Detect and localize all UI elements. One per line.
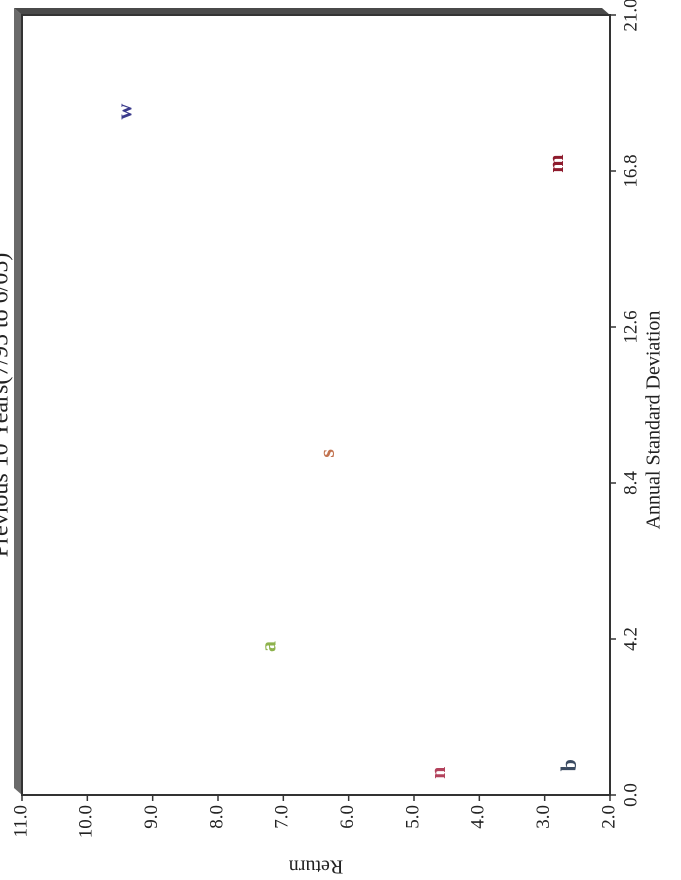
x-tick-label: 8.4 (620, 471, 641, 495)
y-tick-label: 6.0 (337, 805, 358, 829)
y-axis-label: Return (289, 855, 343, 877)
x-tick-label: 21.0 (620, 0, 641, 32)
y-tick-label: 3.0 (533, 805, 554, 829)
point-marker: b (556, 759, 581, 771)
y-tick-label: 4.0 (468, 805, 489, 829)
point-marker: s (314, 449, 339, 458)
plot-area (21, 14, 611, 796)
point-marker: m (543, 154, 568, 172)
frame-depth-side (14, 8, 610, 15)
point-marker: a (255, 641, 280, 652)
frame-depth-top (14, 8, 22, 795)
x-axis-label: Annual Standard Deviation (643, 311, 665, 530)
point-marker: w (112, 104, 137, 120)
chart-title: Previous 10 Years(7/95 to 6/05) (0, 253, 14, 558)
x-tick-label: 16.8 (620, 154, 641, 187)
x-tick-label: 0.0 (620, 783, 641, 807)
y-tick-label: 9.0 (141, 805, 162, 829)
y-tick-label: 11.0 (10, 805, 31, 838)
rotated-chart: Previous 10 Years(7/95 to 6/05) Annual S… (0, 0, 665, 877)
point-marker: n (425, 767, 450, 779)
y-tick-label: 10.0 (76, 805, 97, 838)
y-tick-label: 7.0 (272, 805, 293, 829)
y-tick-label: 5.0 (402, 805, 423, 829)
y-tick-label: 2.0 (598, 805, 619, 829)
y-tick-label: 8.0 (206, 805, 227, 829)
x-tick-label: 4.2 (620, 627, 641, 651)
x-tick-label: 12.6 (620, 310, 641, 343)
